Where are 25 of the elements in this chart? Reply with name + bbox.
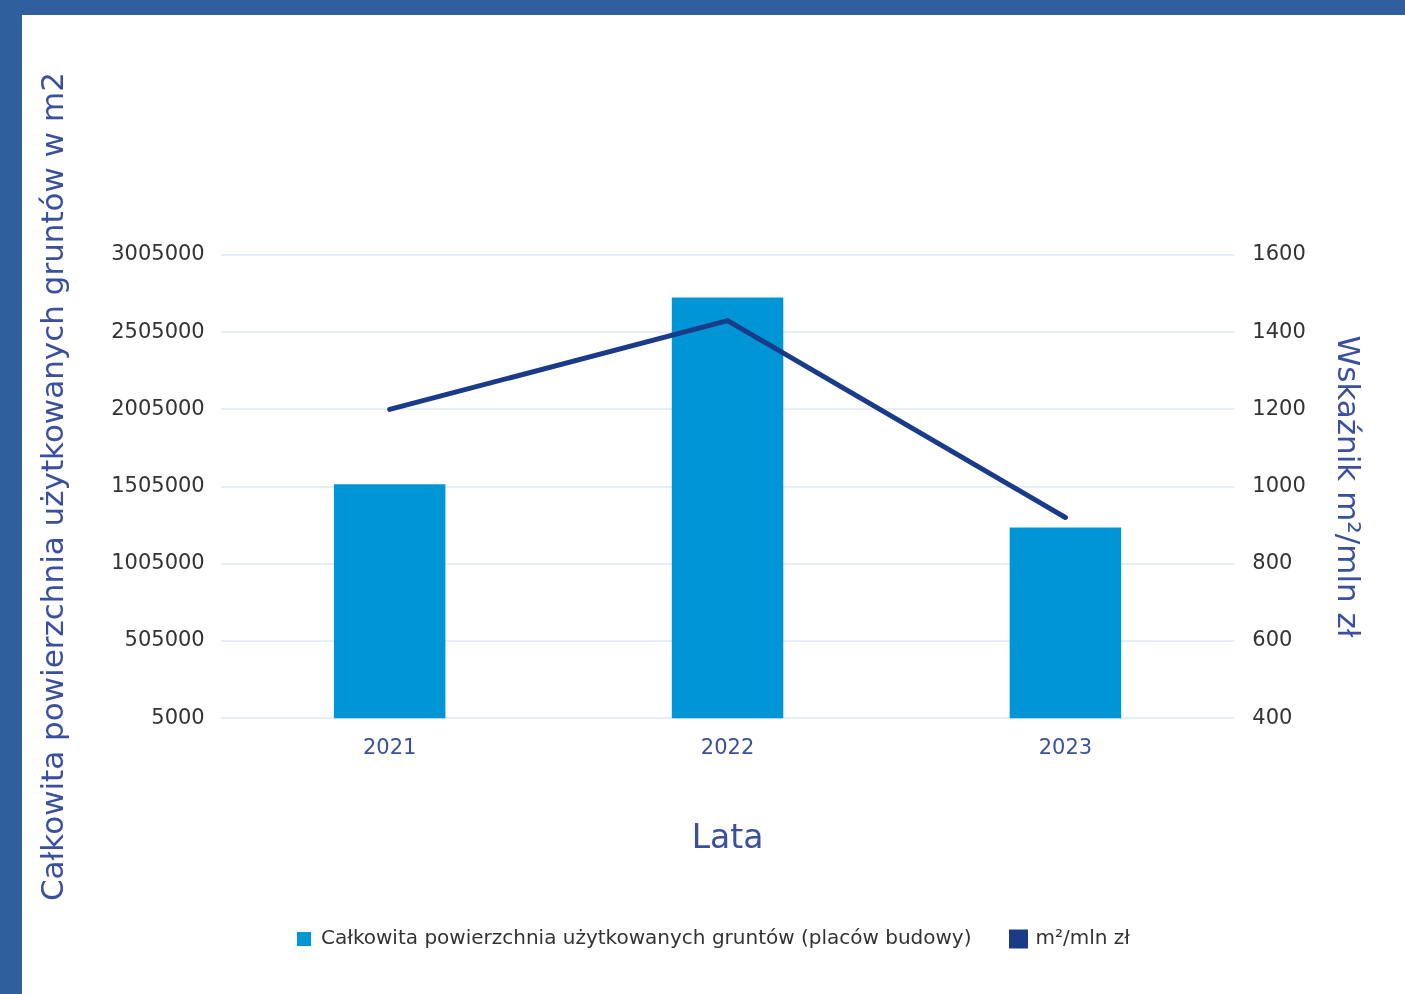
bar [671, 297, 784, 719]
y-tick-label: 2005000 [111, 395, 205, 420]
y2-tick-label: 400 [1252, 704, 1293, 729]
y2-tick-label: 1600 [1252, 241, 1306, 266]
bar [333, 484, 446, 719]
legend-label: m²/mln zł [1035, 925, 1131, 950]
x-axis-title: Lata [691, 816, 764, 856]
y-tick-label: 505000 [124, 627, 205, 652]
y-tick-label: 2505000 [111, 318, 205, 343]
y2-tick-label: 800 [1252, 550, 1293, 575]
x-tick-label: 2022 [700, 735, 755, 760]
y2-tick-label: 1200 [1252, 395, 1306, 420]
y2-tick-label: 600 [1252, 627, 1293, 652]
y-tick-label: 5000 [151, 704, 205, 729]
y2-tick-label: 1000 [1252, 473, 1306, 498]
x-tick-label: 2021 [362, 735, 417, 760]
legend-label: Całkowita powierzchnia użytkowanych gruntów (placów budowy) [321, 925, 972, 950]
y-tick-label: 1005000 [111, 550, 205, 575]
y-axis-title: Całkowita powierzchnia użytkowanych gruntów w m2 [33, 72, 70, 902]
y2-axis-title: Wskaźnik m²/mln zł [1331, 335, 1368, 638]
y2-tick-label: 1400 [1252, 318, 1306, 343]
x-tick-label: 2023 [1038, 735, 1093, 760]
y-tick-label: 3005000 [111, 241, 205, 266]
y-tick-label: 1505000 [111, 473, 205, 498]
bar [1009, 527, 1122, 719]
